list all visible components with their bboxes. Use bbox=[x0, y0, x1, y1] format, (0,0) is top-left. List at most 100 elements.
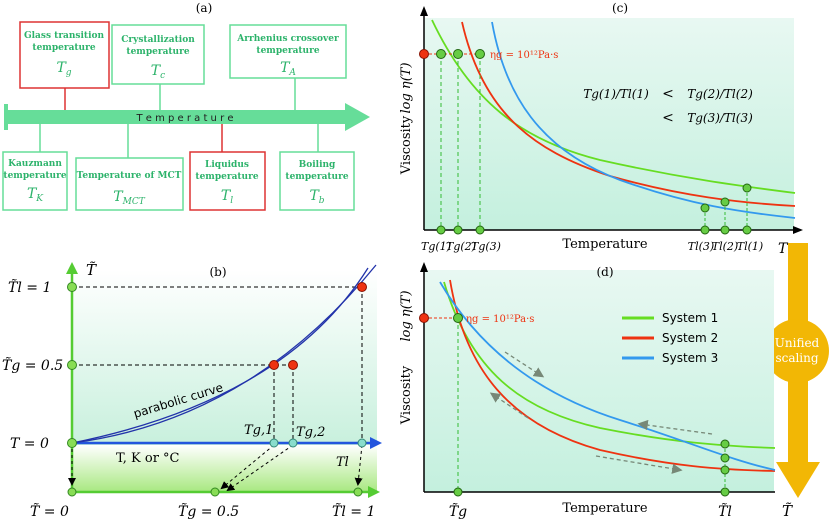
box-tk-symbol: TK bbox=[27, 186, 44, 204]
box-tb-line2: temperature bbox=[285, 172, 348, 182]
panel-a: (a) T e m p e r a t u r e Glass transiti… bbox=[2, 1, 370, 211]
box-mct bbox=[75, 157, 184, 211]
point-b-origin bbox=[67, 438, 77, 448]
point-d-tg-axis bbox=[453, 487, 463, 497]
panel-c-tick-tg2: Tg(2) bbox=[446, 240, 476, 253]
box-arrhenius bbox=[229, 24, 347, 79]
parabolic-curve-2 bbox=[71, 267, 369, 444]
box-tmct-line1: Temperature of MCT bbox=[77, 171, 182, 181]
panel-d-bg bbox=[424, 270, 774, 492]
panel-b: (b) T̃ parabolic curve bbox=[2, 261, 382, 520]
box-tl-symbol: Tl bbox=[221, 188, 233, 206]
box-tc-line1: Crystallization bbox=[121, 35, 195, 45]
point-b-bottom-0 bbox=[67, 487, 77, 497]
point-c-tl2 bbox=[720, 197, 730, 207]
box-ta-line1: Arrhenius crossover bbox=[236, 34, 339, 44]
box-tc-symbol: Tc bbox=[151, 63, 165, 81]
panel-d-label: (d) bbox=[596, 265, 613, 279]
point-c-tl3 bbox=[700, 203, 710, 213]
panel-b-label: (b) bbox=[209, 265, 226, 279]
panel-c-xlabel: Temperature bbox=[562, 237, 647, 252]
panel-c-tick-tl1: Tl(1) bbox=[737, 240, 763, 253]
panel-c-eta: ηg = 10¹²Pa·s bbox=[490, 50, 558, 61]
panel-b-tg1-label: Tg,1 bbox=[244, 423, 273, 438]
panel-c-tick-tl3: Tl(3) bbox=[688, 240, 714, 253]
box-glass-transition bbox=[19, 21, 110, 89]
box-tk-line2: temperature bbox=[3, 171, 66, 181]
box-tg-symbol: Tg bbox=[56, 60, 71, 78]
box-tb-line1: Boiling bbox=[299, 160, 336, 170]
panel-d: (d) log η(T) Viscosity Temperature T̃ ηg… bbox=[399, 262, 793, 520]
panel-b-bottom-t0: T̃ = 0 bbox=[30, 502, 69, 520]
panel-c-tick-tl2: Tl(2) bbox=[712, 240, 738, 253]
unified-line2: scaling bbox=[775, 351, 818, 365]
panel-b-tg2-label: Tg,2 bbox=[296, 425, 325, 440]
point-b-bottom-tg bbox=[210, 487, 220, 497]
panel-c-lt-2: < bbox=[662, 110, 674, 126]
panel-c: (c) log η(T) Viscosity Temperature T ηg … bbox=[399, 1, 803, 257]
point-b-tg1 bbox=[269, 438, 279, 448]
box-tl-line2: temperature bbox=[195, 172, 258, 182]
panel-c-tick-tg1: Tg(1) bbox=[421, 240, 451, 253]
curve-c-system3 bbox=[491, 21, 796, 219]
panel-b-yaxis-symbol: T̃ bbox=[86, 261, 97, 279]
temperature-arrow bbox=[8, 110, 353, 124]
box-tg-line1: Glass transition bbox=[24, 31, 105, 41]
legend-label-3: System 3 bbox=[662, 351, 718, 365]
box-tg-line2: temperature bbox=[32, 43, 95, 53]
point-d-tl-2 bbox=[720, 453, 730, 463]
point-c-tg3 bbox=[475, 49, 485, 59]
panel-c-ratio-2: Tg(2)/Tl(2) bbox=[687, 87, 753, 101]
point-c-tg2 bbox=[453, 49, 463, 59]
panel-c-ratio-3: Tg(3)/Tl(3) bbox=[687, 111, 753, 125]
point-b-tg1-curve bbox=[269, 360, 279, 370]
panel-c-bg bbox=[424, 18, 794, 230]
panel-c-tick-tg3: Tg(3) bbox=[471, 240, 501, 253]
panel-a-label: (a) bbox=[196, 1, 213, 15]
panel-b-bottom-tg: T̃g = 0.5 bbox=[178, 502, 239, 520]
point-b-tg2 bbox=[288, 438, 298, 448]
box-boiling bbox=[279, 151, 355, 211]
panel-d-yaxis-top: log η(T) bbox=[399, 290, 414, 341]
panel-c-ylabel: Viscosity bbox=[399, 115, 414, 175]
point-b-tg2-curve bbox=[288, 360, 298, 370]
point-d-tl-axis bbox=[720, 487, 730, 497]
panel-b-label-tg05: T̃g = 0.5 bbox=[2, 356, 63, 374]
panel-b-bottom-tl: T̃l = 1 bbox=[332, 502, 375, 520]
panel-c-xaxis-end: T bbox=[778, 241, 789, 257]
box-kauzmann bbox=[2, 151, 68, 211]
point-b-tg-axis bbox=[67, 360, 77, 370]
curve-c-system1 bbox=[431, 19, 796, 194]
panel-b-label-tl1: T̃l = 1 bbox=[8, 278, 51, 296]
panel-b-tl-label: Tl bbox=[336, 455, 349, 470]
point-c-tg1 bbox=[436, 49, 446, 59]
point-c-eta-axis bbox=[419, 49, 429, 59]
box-crystallization bbox=[111, 24, 205, 85]
point-d-tl-1 bbox=[720, 439, 730, 449]
panel-d-xaxis-end: T̃ bbox=[782, 502, 793, 520]
point-b-bottom-tl bbox=[353, 487, 363, 497]
panel-d-ylabel: Viscosity bbox=[399, 365, 414, 425]
panel-d-eta: ηg = 10¹²Pa·s bbox=[466, 314, 534, 325]
panel-c-label: (c) bbox=[612, 1, 628, 15]
panel-b-label-t0: T = 0 bbox=[10, 436, 49, 452]
panel-b-xaxis-label: T, K or °C bbox=[116, 451, 180, 466]
box-ta-line2: temperature bbox=[256, 46, 319, 56]
box-tc-line2: temperature bbox=[126, 47, 189, 57]
box-tb-symbol: Tb bbox=[309, 188, 324, 206]
box-tl-line1: Liquidus bbox=[205, 160, 249, 170]
unified-scaling-arrow: Unified scaling bbox=[765, 243, 829, 498]
panel-c-ratio-1: Tg(1)/Tl(1) bbox=[583, 87, 649, 101]
panel-c-lt-1: < bbox=[662, 86, 674, 102]
box-liquidus bbox=[189, 151, 266, 211]
legend-label-1: System 1 bbox=[662, 311, 718, 325]
panel-c-yaxis-top: log η(T) bbox=[399, 62, 414, 113]
point-b-tl bbox=[357, 438, 367, 448]
box-ta-symbol: TA bbox=[280, 60, 296, 78]
panel-d-tick-tl: T̃l bbox=[718, 502, 732, 520]
temperature-arrow-label: T e m p e r a t u r e bbox=[135, 113, 233, 124]
point-d-eta-axis bbox=[419, 313, 429, 323]
unified-line1: Unified bbox=[775, 336, 820, 350]
box-tk-line1: Kauzmann bbox=[8, 159, 62, 169]
